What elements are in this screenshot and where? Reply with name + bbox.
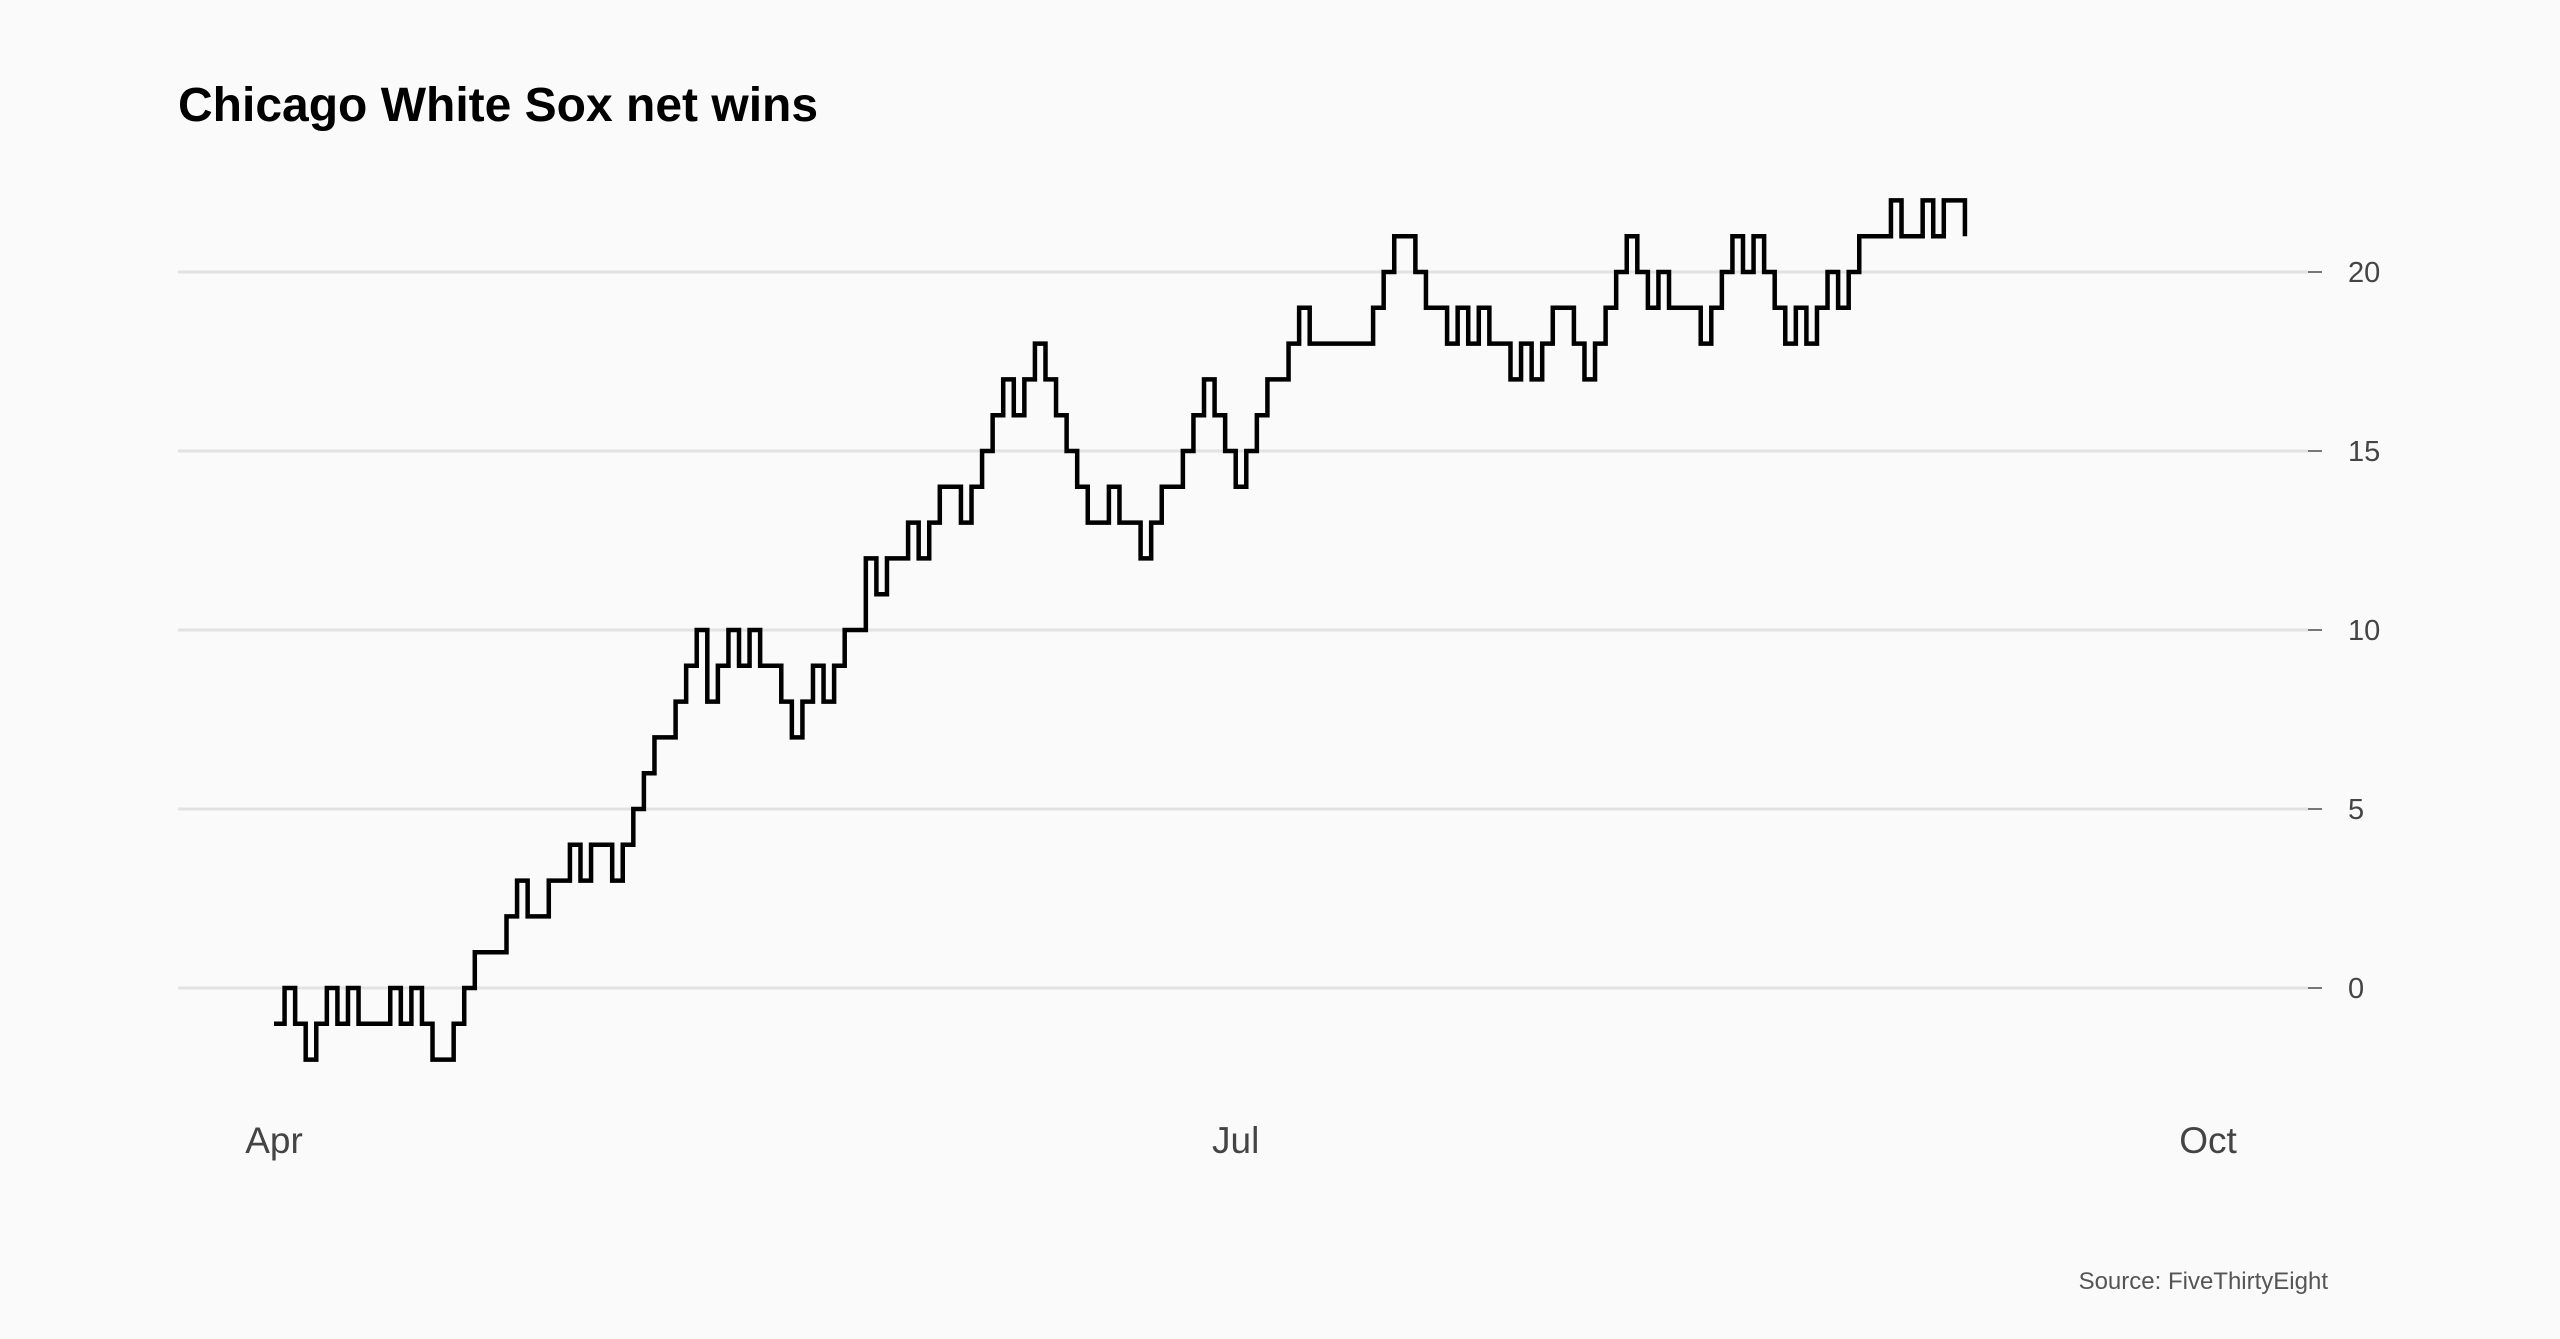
chart-title: Chicago White Sox net wins — [178, 79, 819, 132]
gridlines — [178, 270, 2308, 990]
y-tick-label-15: 15 — [2348, 436, 2380, 468]
y-axis: 0 5 10 15 20 — [2308, 257, 2380, 1005]
x-axis: Apr Jul Oct — [245, 1120, 2237, 1161]
series-group — [274, 198, 1968, 1062]
y-tick-label-20: 20 — [2348, 257, 2380, 289]
series-line-net-wins — [274, 198, 1968, 1062]
x-tick-label-oct: Oct — [2179, 1120, 2237, 1161]
x-tick-label-apr: Apr — [245, 1120, 303, 1161]
y-tick-label-0: 0 — [2348, 973, 2364, 1005]
source-note: Source: FiveThirtyEight — [2078, 1268, 2328, 1295]
y-tick-label-5: 5 — [2348, 794, 2364, 826]
x-tick-label-jul: Jul — [1212, 1120, 1259, 1161]
y-tick-label-10: 10 — [2348, 615, 2380, 647]
